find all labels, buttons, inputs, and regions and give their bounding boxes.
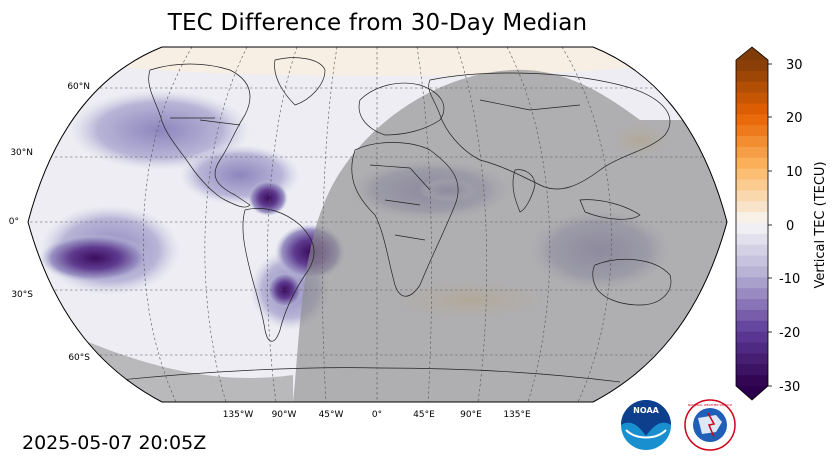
map-area: [28, 47, 727, 402]
colorbar-band: [736, 190, 768, 202]
colorbar-tick-20: 20: [786, 111, 803, 126]
colorbar-tick-neg10: -10: [779, 272, 800, 287]
lon-label-135w: 135°W: [223, 410, 254, 420]
colorbar-band: [736, 114, 768, 126]
lat-label-30s: 30°S: [11, 290, 33, 300]
colorbar-band: [736, 342, 768, 354]
colorbar-extend-max: [736, 47, 768, 60]
colorbar-band: [736, 244, 768, 257]
colorbar-band: [736, 92, 768, 104]
colorbar-band: [736, 168, 768, 181]
colorbar-band: [736, 125, 768, 137]
map-title: TEC Difference from 30-Day Median: [167, 10, 588, 36]
lon-label-0: 0°: [372, 410, 382, 420]
colorbar-band: [736, 288, 768, 300]
colorbar-band: [736, 277, 768, 289]
colorbar-label: Vertical TEC (TECU): [813, 161, 828, 288]
colorbar-band: [736, 70, 768, 83]
colorbar-band: [736, 353, 768, 365]
colorbar-band: [736, 146, 768, 159]
colorbar-band: [736, 136, 768, 148]
nws-logo-text: NATIONAL WEATHER SERVICE: [688, 403, 733, 407]
lon-label-135e: 135°E: [503, 410, 531, 420]
coastlines: [119, 57, 672, 383]
nws-logo: NATIONAL WEATHER SERVICE: [684, 399, 736, 451]
lon-label-45w: 45°W: [319, 410, 344, 420]
colorbar-band: [736, 201, 768, 213]
colorbar-band: [736, 81, 768, 94]
lon-label-90w: 90°W: [272, 410, 297, 420]
colorbar-band: [736, 103, 768, 115]
colorbar: 30 20 10 0 -10 -20 -30 Vertical TEC (TEC…: [735, 46, 828, 401]
tec-negative-region: [248, 180, 288, 216]
colorbar-band: [736, 212, 768, 224]
colorbar-extend-min: [736, 386, 768, 400]
tec-negative-region: [70, 90, 250, 170]
lat-label-60n: 60°N: [67, 82, 90, 92]
colorbar-tick-10: 10: [786, 165, 803, 180]
colorbar-band: [736, 157, 768, 170]
colorbar-band: [736, 331, 768, 344]
colorbar-band: [736, 233, 768, 246]
colorbar-ticks: [768, 63, 772, 387]
colorbar-tick-neg20: -20: [779, 326, 800, 341]
tec-positive-region: [80, 47, 680, 76]
map-outline: [27, 46, 728, 403]
colorbar-band: [736, 320, 768, 333]
colorbar-band: [736, 60, 768, 72]
colorbar-band: [736, 266, 768, 278]
noaa-logo-text: NOAA: [633, 406, 659, 415]
colorbar-band: [736, 375, 768, 387]
lat-label-0: 0°: [9, 217, 19, 227]
colorbar-tick-neg30: -30: [779, 380, 800, 395]
lat-label-30n: 30°N: [10, 148, 33, 158]
noaa-logo: NOAA: [621, 400, 671, 450]
tec-negative-region: [40, 234, 150, 282]
colorbar-band: [736, 299, 768, 311]
colorbar-band: [736, 179, 768, 191]
lat-label-60s: 60°S: [68, 353, 90, 363]
lon-label-90e: 90°E: [460, 410, 482, 420]
colorbar-bands: [736, 47, 768, 400]
colorbar-tick-30: 30: [786, 58, 803, 73]
timestamp: 2025-05-07 20:05Z: [22, 432, 207, 454]
lon-label-45e: 45°E: [413, 410, 435, 420]
colorbar-tick-0: 0: [786, 219, 794, 234]
colorbar-band: [736, 309, 768, 322]
graticule: [28, 47, 727, 402]
colorbar-band: [736, 364, 768, 376]
colorbar-band: [736, 255, 768, 267]
colorbar-band: [736, 223, 768, 235]
